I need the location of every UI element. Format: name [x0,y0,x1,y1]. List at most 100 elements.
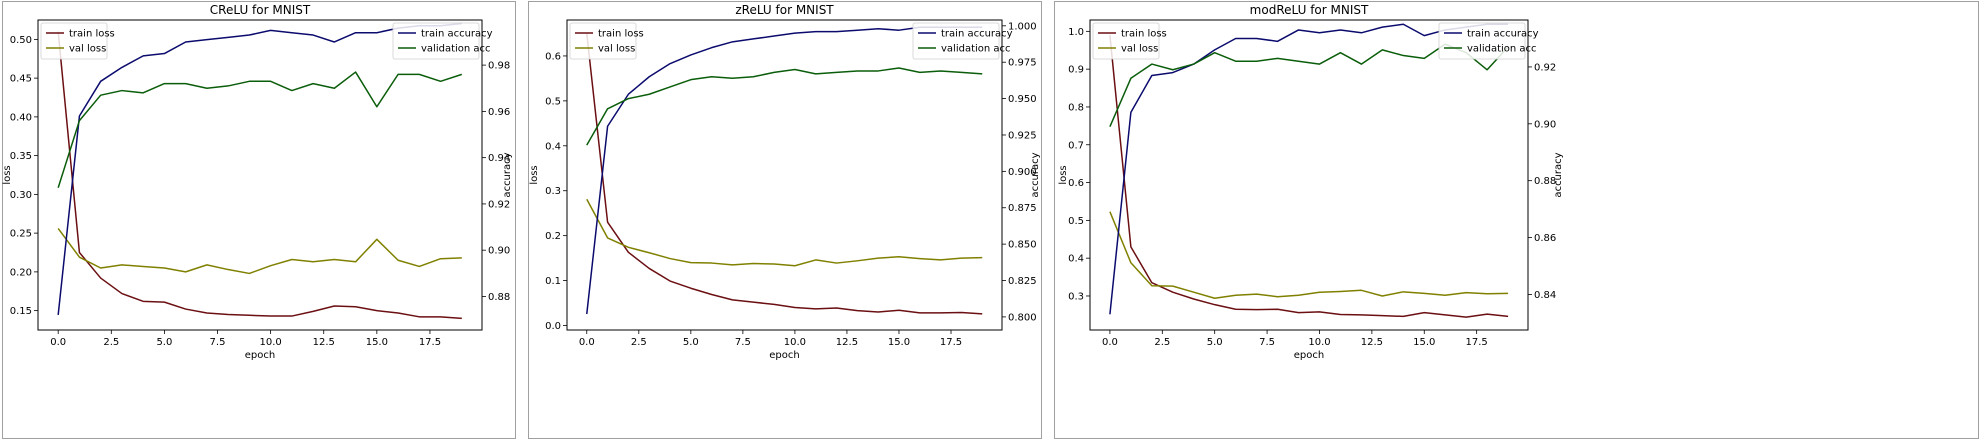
chart-title: zReLU for MNIST [735,3,834,17]
legend-top-left: train loss val loss [1092,22,1167,60]
right-y-tick-label: 0.900 [1008,167,1037,178]
right-y-axis-label: accuracy [1030,152,1041,197]
series-line-val-loss [586,198,983,267]
x-tick-label: 15.0 [888,337,910,348]
left-y-tick-label: 0.25 [10,229,32,240]
left-y-tick-label: 1.0 [1068,27,1084,38]
x-tick-label: 5.0 [1207,337,1223,348]
x-axis-label: epoch [245,350,275,361]
x-tick-label: 10.0 [1308,337,1330,348]
legend-box [40,22,108,60]
left-y-tick-label: 0.6 [545,51,561,62]
x-tick-label: 0.0 [1102,337,1118,348]
legend-entry: validation acc [941,44,1011,55]
right-y-tick-label: 0.950 [1008,94,1037,105]
legend-entry: val loss [598,44,635,55]
plot-area-frame [37,19,483,331]
left-y-tick-label: 0.7 [1068,140,1084,151]
series-line-validation-acc [57,71,463,188]
legend-entry: train loss [1121,29,1167,40]
right-y-tick-label: 0.86 [1534,233,1556,244]
series-line-val-loss [57,228,462,275]
legend-top-left: train loss val loss [569,22,644,60]
legend-entry: train accuracy [941,29,1013,40]
left-y-axis-label: loss [1058,165,1069,184]
right-y-tick-label: 0.975 [1008,58,1037,69]
legend-entry: validation acc [421,44,491,55]
panel-frame [2,1,516,439]
legend-top-right: train accuracy validation acc [1438,22,1539,60]
panel-frame [1054,1,1979,439]
x-axis-label: epoch [769,350,799,361]
x-tick-label: 7.5 [1259,337,1275,348]
x-tick-label: 2.5 [103,337,119,348]
x-tick-label: 7.5 [735,337,751,348]
x-tick-label: 17.5 [1466,337,1488,348]
legend-box [1438,22,1526,60]
right-y-axis-label: accuracy [502,152,513,197]
series-line-train-loss [1109,35,1509,318]
left-y-tick-label: 0.35 [10,151,32,162]
legend-entry: train loss [598,29,644,40]
right-y-tick-label: 0.925 [1008,130,1037,141]
left-y-tick-label: 0.5 [1068,216,1084,227]
x-tick-label: 2.5 [1154,337,1170,348]
left-y-tick-label: 0.1 [545,276,561,287]
legend-entry: val loss [1121,44,1158,55]
plot-area-frame [1089,19,1529,331]
panel-frame [528,1,1042,439]
right-y-tick-label: 0.90 [488,246,510,257]
legend-box [1092,22,1160,60]
x-tick-label: 5.0 [156,337,172,348]
legend-top-right: train accuracy validation acc [392,22,493,60]
legend-entry: train loss [69,29,115,40]
right-y-tick-label: 1.000 [1008,21,1037,32]
right-y-axis-label: accuracy [1553,152,1564,197]
x-tick-label: 0.0 [579,337,595,348]
right-y-tick-label: 0.850 [1008,240,1037,251]
x-tick-label: 5.0 [683,337,699,348]
series-line-train-accuracy [57,22,462,316]
chart-title: CReLU for MNIST [210,3,311,17]
left-y-tick-label: 0.45 [10,74,32,85]
left-y-tick-label: 0.8 [1068,102,1084,113]
left-y-tick-label: 0.3 [545,186,561,197]
left-y-axis-label: loss [2,165,13,184]
right-y-tick-label: 0.875 [1008,203,1037,214]
left-y-tick-label: 0.15 [10,306,32,317]
x-tick-label: 7.5 [210,337,226,348]
plot-area-frame [566,19,1003,331]
chart-title: modReLU for MNIST [1250,3,1369,17]
right-y-tick-label: 0.88 [1534,176,1556,187]
series-line-train-loss [57,31,462,320]
x-tick-label: 17.5 [419,337,441,348]
legend-entry: train accuracy [1467,29,1539,40]
x-tick-label: 12.5 [1361,337,1383,348]
legend-entry: validation acc [1467,44,1537,55]
x-tick-label: 15.0 [366,337,388,348]
left-y-tick-label: 0.40 [10,112,32,123]
right-y-tick-label: 0.94 [488,153,510,164]
left-y-tick-label: 0.20 [10,267,32,278]
x-tick-label: 17.5 [940,337,962,348]
chart-panel-1: CReLU for MNIST 0.0 2.5 5.0 7.5 10.0 12.5 15.0 1… [2,1,516,439]
right-y-tick-label: 0.92 [488,199,510,210]
x-tick-label: 10.0 [259,337,281,348]
left-y-tick-label: 0.2 [545,231,561,242]
x-axis-label: epoch [1294,350,1324,361]
legend-top-right: train accuracy validation acc [912,22,1013,60]
legend-box [569,22,637,60]
left-y-axis-label: loss [529,165,540,184]
right-y-tick-label: 0.96 [488,107,510,118]
chart-panel-2: zReLU for MNIST 0.0 2.5 5.0 7.5 10.0 12.5 15.0 1… [528,1,1042,439]
left-y-tick-label: 0.4 [545,141,561,152]
right-y-tick-label: 0.825 [1008,276,1037,287]
series-line-train-loss [586,33,983,315]
series-line-val-loss [1109,211,1509,299]
right-y-tick-label: 0.84 [1534,290,1556,301]
right-y-tick-label: 0.98 [488,61,510,72]
legend-entry: val loss [69,44,106,55]
x-tick-label: 0.0 [50,337,66,348]
right-y-tick-label: 0.92 [1534,62,1556,73]
legend-box [392,22,480,60]
